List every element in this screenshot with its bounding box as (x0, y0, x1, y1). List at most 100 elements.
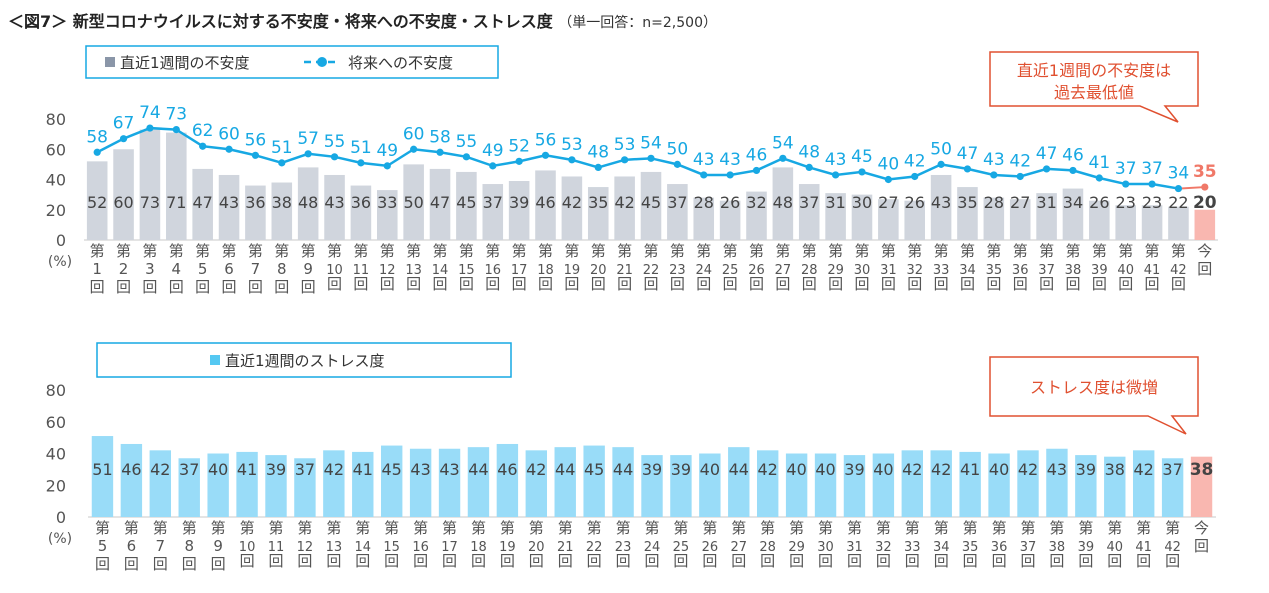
category-label-2-6: 第 11 回 (268, 519, 285, 570)
bar-value-label-stress-39: 38 (1190, 460, 1214, 480)
legend-swatch-line-marker (317, 57, 327, 67)
point-value-label-future-21: 53 (614, 135, 636, 155)
bar-value-label-stress-24: 42 (758, 460, 778, 479)
bar-anxiety-25 (719, 200, 741, 240)
point-future-anxiety-41 (1148, 180, 1156, 188)
bar-value-label-stress-11: 45 (382, 460, 402, 479)
callout-box-2 (989, 356, 1199, 435)
point-value-label-future-29: 43 (825, 150, 847, 170)
category-label-1-9: 第 10 回 (326, 242, 343, 293)
point-future-anxiety-42 (1174, 184, 1183, 193)
bar-value-label-stress-13: 43 (439, 460, 459, 479)
bar-anxiety-28 (798, 184, 820, 240)
bar-anxiety-43 (1194, 209, 1216, 240)
bar-anxiety-15 (456, 171, 477, 240)
bar-value-label-stress-18: 45 (584, 460, 604, 479)
point-value-label-future-24: 43 (693, 150, 715, 170)
category-label-2-30: 第 35 回 (962, 519, 979, 570)
category-label-2-10: 第 15 回 (383, 519, 400, 570)
point-future-anxiety-28 (805, 163, 813, 171)
category-label-2-38: 今回 (1194, 519, 1209, 555)
y-tick-label-1-1: 20 (46, 201, 66, 220)
category-label-1-19: 第 20 回 (590, 242, 607, 293)
point-value-label-future-37: 47 (1036, 144, 1058, 164)
category-label-2-34: 第 39 回 (1078, 519, 1095, 570)
point-future-anxiety-21 (621, 156, 629, 164)
bar-stress-36 (1104, 456, 1126, 517)
point-value-label-future-13: 60 (403, 124, 425, 144)
bar-stress-20 (641, 455, 663, 517)
point-future-anxiety-17 (515, 157, 523, 165)
category-label-1-37: 第 38 回 (1065, 242, 1082, 293)
point-value-label-future-33: 50 (930, 139, 952, 159)
y-tick-label-1-3: 60 (46, 140, 66, 159)
bar-stress-31 (959, 451, 981, 517)
category-label-2-18: 第 23 回 (615, 519, 632, 570)
bar-value-label-stress-16: 42 (526, 460, 546, 479)
bar-value-label-stress-22: 40 (700, 460, 720, 479)
bar-value-label-stress-25: 40 (786, 460, 806, 479)
bar-value-label-stress-32: 40 (989, 460, 1009, 479)
bar-stress-13 (438, 448, 461, 517)
legend-swatch-bar-stress (210, 355, 220, 365)
category-label-1-21: 第 22 回 (643, 242, 660, 293)
category-label-1-11: 第 12 回 (379, 242, 396, 293)
category-label-2-11: 第 16 回 (412, 519, 429, 570)
category-label-2-32: 第 37 回 (1020, 519, 1037, 570)
bar-stress-32 (988, 453, 1010, 517)
bar-value-label-anxiety-10: 43 (324, 193, 344, 212)
bar-stress-23 (728, 447, 750, 517)
legend-label-line-future: 将来への不安度 (348, 54, 453, 72)
bar-value-label-anxiety-38: 34 (1063, 193, 1083, 212)
bar-stress-12 (409, 448, 432, 517)
category-label-2-15: 第 20 回 (528, 519, 545, 570)
category-label-2-8: 第 13 回 (326, 519, 343, 570)
bar-stress-22 (699, 453, 721, 517)
category-label-1-24: 第 25 回 (722, 242, 739, 293)
legend-chart-1: 直近1週間の不安度 将来への不安度 (85, 45, 499, 79)
callout-2: ストレス度は微増 (989, 356, 1199, 435)
y-tick-label-1-2: 40 (46, 171, 66, 190)
bar-value-label-stress-3: 42 (150, 460, 170, 479)
category-label-1-27: 第 28 回 (801, 242, 818, 293)
point-future-anxiety-35 (990, 171, 998, 179)
bar-value-label-anxiety-37: 31 (1036, 193, 1056, 212)
bar-anxiety-11 (350, 185, 372, 240)
bar-value-label-anxiety-5: 47 (192, 193, 212, 212)
category-label-2-7: 第 12 回 (297, 519, 314, 570)
point-future-anxiety-9 (304, 150, 312, 158)
bar-stress-25 (785, 453, 808, 517)
point-future-anxiety-24 (700, 171, 708, 179)
bar-stress-34 (1046, 448, 1068, 517)
bar-value-label-stress-31: 41 (960, 460, 980, 479)
bar-anxiety-38 (1062, 188, 1084, 240)
category-label-1-33: 第 34 回 (959, 242, 976, 293)
bar-value-label-anxiety-18: 46 (535, 193, 555, 212)
point-value-label-future-34: 47 (957, 144, 979, 164)
point-future-anxiety-32 (911, 172, 919, 181)
y-axis-unit-label-2: (%) (48, 531, 72, 547)
point-value-label-future-3: 74 (139, 103, 161, 123)
figure-title: ＜図7＞ 新型コロナウイルスに対する不安度・将来への不安度・ストレス度 （単一回… (8, 8, 717, 32)
bar-stress-16 (525, 450, 548, 517)
bar-value-label-stress-34: 43 (1047, 460, 1067, 479)
category-label-2-16: 第 21 回 (557, 519, 574, 570)
point-value-label-future-39: 41 (1089, 153, 1111, 173)
bar-value-label-stress-36: 38 (1105, 460, 1125, 479)
category-label-1-10: 第 11 回 (353, 242, 370, 293)
category-label-2-36: 第 41 回 (1135, 519, 1152, 570)
point-future-anxiety-29 (832, 171, 840, 179)
bar-value-label-stress-33: 42 (1018, 460, 1038, 479)
bar-stress-27 (843, 455, 866, 517)
point-value-label-future-9: 57 (297, 129, 319, 149)
point-value-label-future-11: 51 (350, 138, 372, 158)
point-future-anxiety-34 (963, 165, 972, 173)
point-future-anxiety-39 (1095, 174, 1103, 182)
bar-stress-38 (1161, 458, 1184, 517)
point-future-anxiety-8 (278, 159, 286, 167)
legend-box-1 (85, 45, 499, 79)
